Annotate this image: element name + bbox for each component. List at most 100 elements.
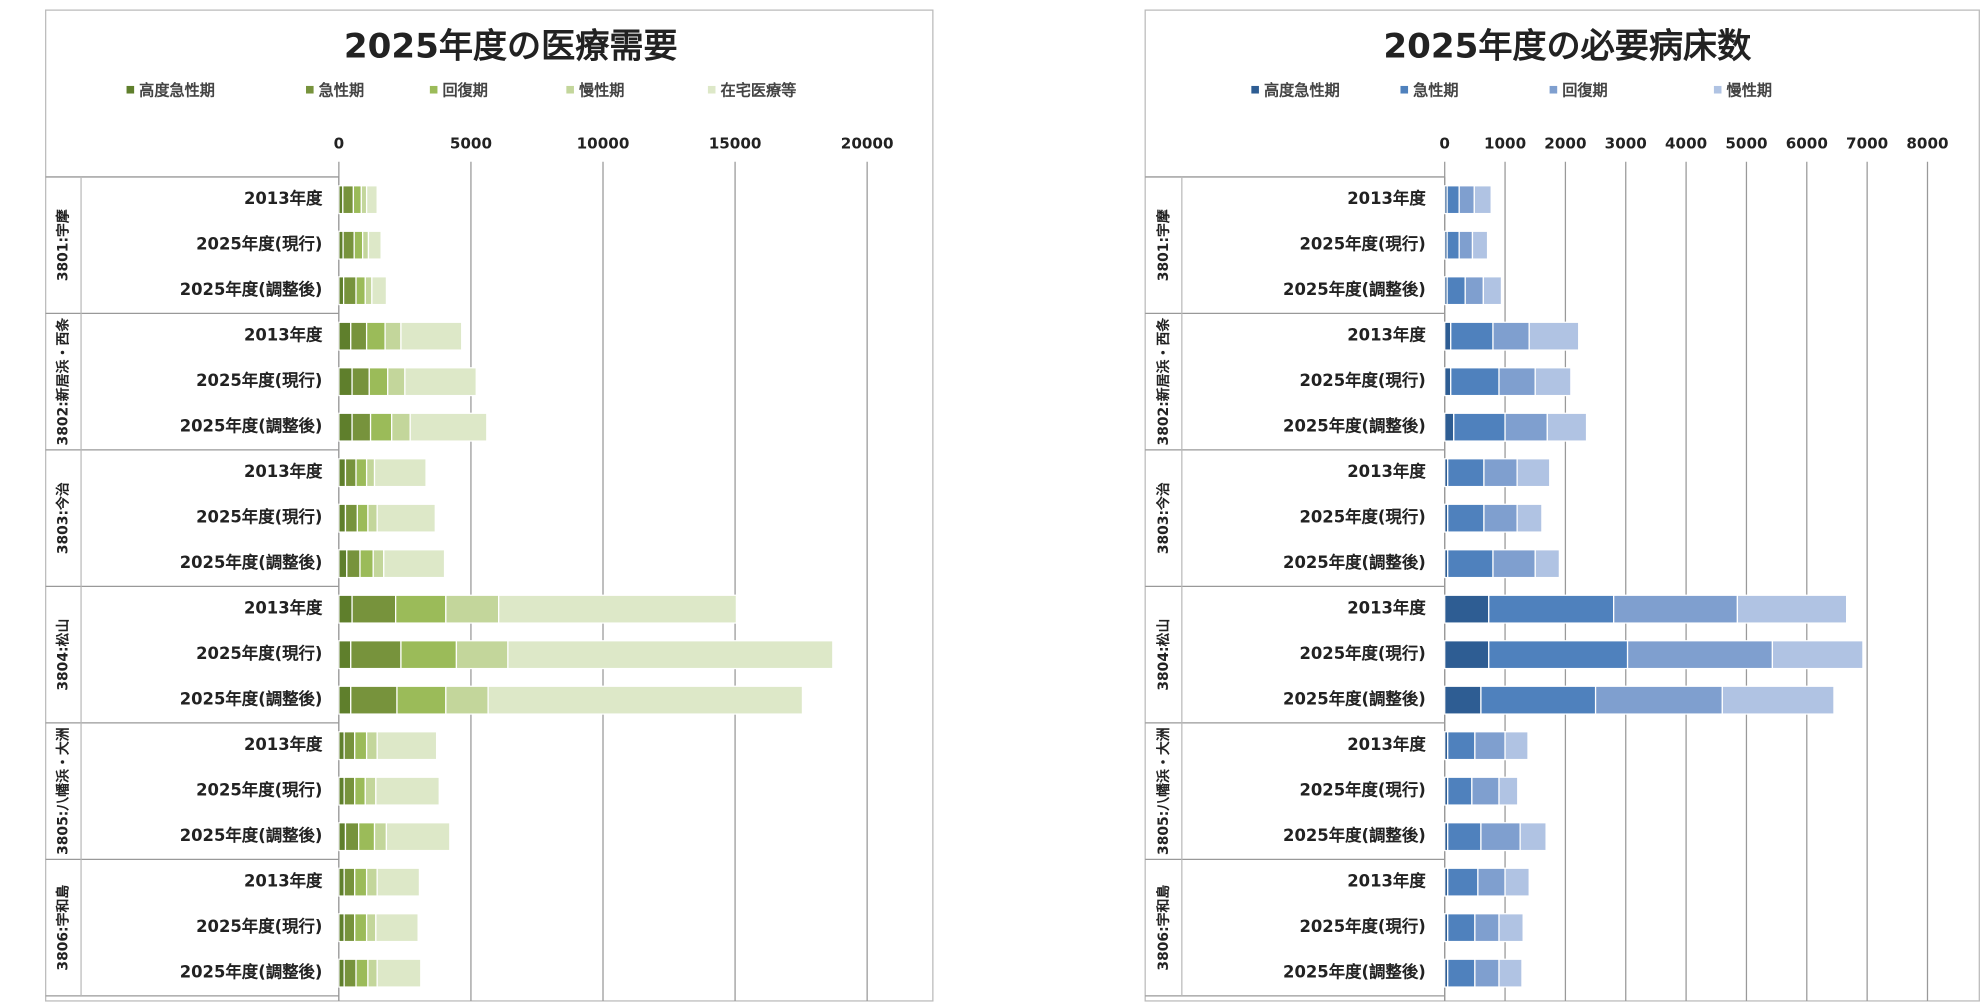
bar-segment: [373, 822, 388, 852]
bar-segment: [1483, 458, 1518, 488]
category-label: 2025年度(現行): [1299, 371, 1425, 390]
bar-segment: [1471, 230, 1489, 260]
bar-segment: [353, 230, 364, 260]
bar-segment: [367, 503, 378, 533]
bar-segment: [369, 412, 393, 442]
legend-label: 高度急性期: [139, 81, 215, 99]
bar-segment: [1721, 685, 1835, 715]
bar-segment: [1504, 731, 1529, 761]
bar-segment: [355, 458, 368, 488]
bar-segment: [1771, 640, 1864, 670]
bar-segment: [387, 367, 406, 397]
bar-segment: [1446, 276, 1466, 306]
category-label: 2025年度(調整後): [180, 690, 323, 709]
category-label: 2025年度(現行): [1299, 644, 1425, 663]
category-label: 2025年度(現行): [196, 781, 322, 800]
bar-segment: [352, 185, 362, 215]
bar-segment: [375, 913, 419, 943]
bar-segment: [354, 731, 368, 761]
legend-label: 慢性期: [579, 81, 624, 99]
bar-segment: [1444, 594, 1490, 624]
bar-segment: [1444, 321, 1452, 351]
bar-segment: [364, 276, 373, 306]
legend-label: 高度急性期: [1264, 81, 1340, 99]
bar-segment: [384, 321, 402, 351]
bar-segment: [487, 685, 804, 715]
bar-segment: [342, 276, 357, 306]
bar-segment: [354, 867, 368, 897]
bar-segment: [409, 412, 488, 442]
bar-segment: [1444, 640, 1490, 670]
bar-segment: [1488, 594, 1615, 624]
bar-segment: [1447, 549, 1494, 579]
bar-segment: [1446, 230, 1460, 260]
bar-segment: [355, 958, 369, 988]
bar-segment: [344, 822, 360, 852]
category-label: 2013年度: [1347, 735, 1426, 754]
bar-segment: [1450, 321, 1494, 351]
category-label: 2025年度(現行): [196, 371, 322, 390]
category-label: 2025年度(現行): [1299, 781, 1425, 800]
bar-segment: [400, 321, 463, 351]
bar-segment: [1471, 776, 1500, 806]
category-label: 2013年度: [1347, 872, 1426, 891]
group-label: 3804:松山: [54, 619, 71, 691]
right-panel: [1144, 9, 1980, 1002]
group-label: 3806:宇和島: [54, 885, 71, 971]
category-label: 2013年度: [244, 326, 323, 345]
category-label: 2025年度(現行): [196, 508, 322, 527]
bar-segment: [338, 958, 345, 988]
bar-segment: [1447, 958, 1476, 988]
bar-segment: [376, 731, 438, 761]
bar-segment: [367, 230, 382, 260]
bar-segment: [1519, 822, 1547, 852]
bar-segment: [343, 731, 356, 761]
bar-segment: [1474, 913, 1500, 943]
bar-segment: [383, 549, 446, 579]
bar-segment: [1528, 321, 1580, 351]
bar-segment: [445, 685, 489, 715]
category-label: 2025年度(調整後): [180, 417, 323, 436]
bar-segment: [354, 913, 368, 943]
bar-segment: [343, 867, 356, 897]
x-tick-label: 15000: [709, 135, 762, 153]
bar-segment: [1447, 913, 1476, 943]
category-label: 2025年度(調整後): [180, 826, 323, 845]
legend-label: 在宅医療等: [721, 81, 797, 99]
bar-segment: [343, 913, 356, 943]
category-label: 2013年度: [244, 189, 323, 208]
bar-segment: [376, 867, 421, 897]
legend-label: 急性期: [319, 81, 364, 99]
bar-segment: [338, 822, 347, 852]
bar-segment: [1447, 822, 1482, 852]
bar-segment: [1613, 594, 1739, 624]
bar-segment: [364, 776, 377, 806]
x-tick-label: 6000: [1786, 135, 1828, 153]
bar-segment: [376, 958, 422, 988]
bar-segment: [1474, 731, 1506, 761]
bar-segment: [1473, 185, 1492, 215]
group-label: 3805:八幡浜・大洲: [54, 727, 71, 855]
x-tick-label: 10000: [577, 135, 630, 153]
x-tick-label: 3000: [1605, 135, 1647, 153]
category-label: 2025年度(調整後): [1283, 280, 1426, 299]
bar-segment: [338, 503, 347, 533]
bar-segment: [338, 367, 353, 397]
bar-segment: [1447, 867, 1479, 897]
category-label: 2025年度(調整後): [1283, 826, 1426, 845]
bar-segment: [1534, 549, 1561, 579]
bar-segment: [360, 185, 368, 215]
bar-segment: [1626, 640, 1774, 670]
bar-segment: [1483, 503, 1518, 533]
bar-segment: [1480, 822, 1521, 852]
bar-segment: [1464, 276, 1484, 306]
group-label: 3802:新居浜・西条: [1155, 318, 1172, 446]
category-label: 2025年度(調整後): [1283, 553, 1426, 572]
bar-segment: [338, 731, 345, 761]
legend-swatch: [126, 85, 135, 94]
bar-segment: [338, 913, 345, 943]
group-label: 3801:宇摩: [54, 209, 71, 281]
bar-segment: [1504, 412, 1548, 442]
bar-segment: [1498, 958, 1523, 988]
